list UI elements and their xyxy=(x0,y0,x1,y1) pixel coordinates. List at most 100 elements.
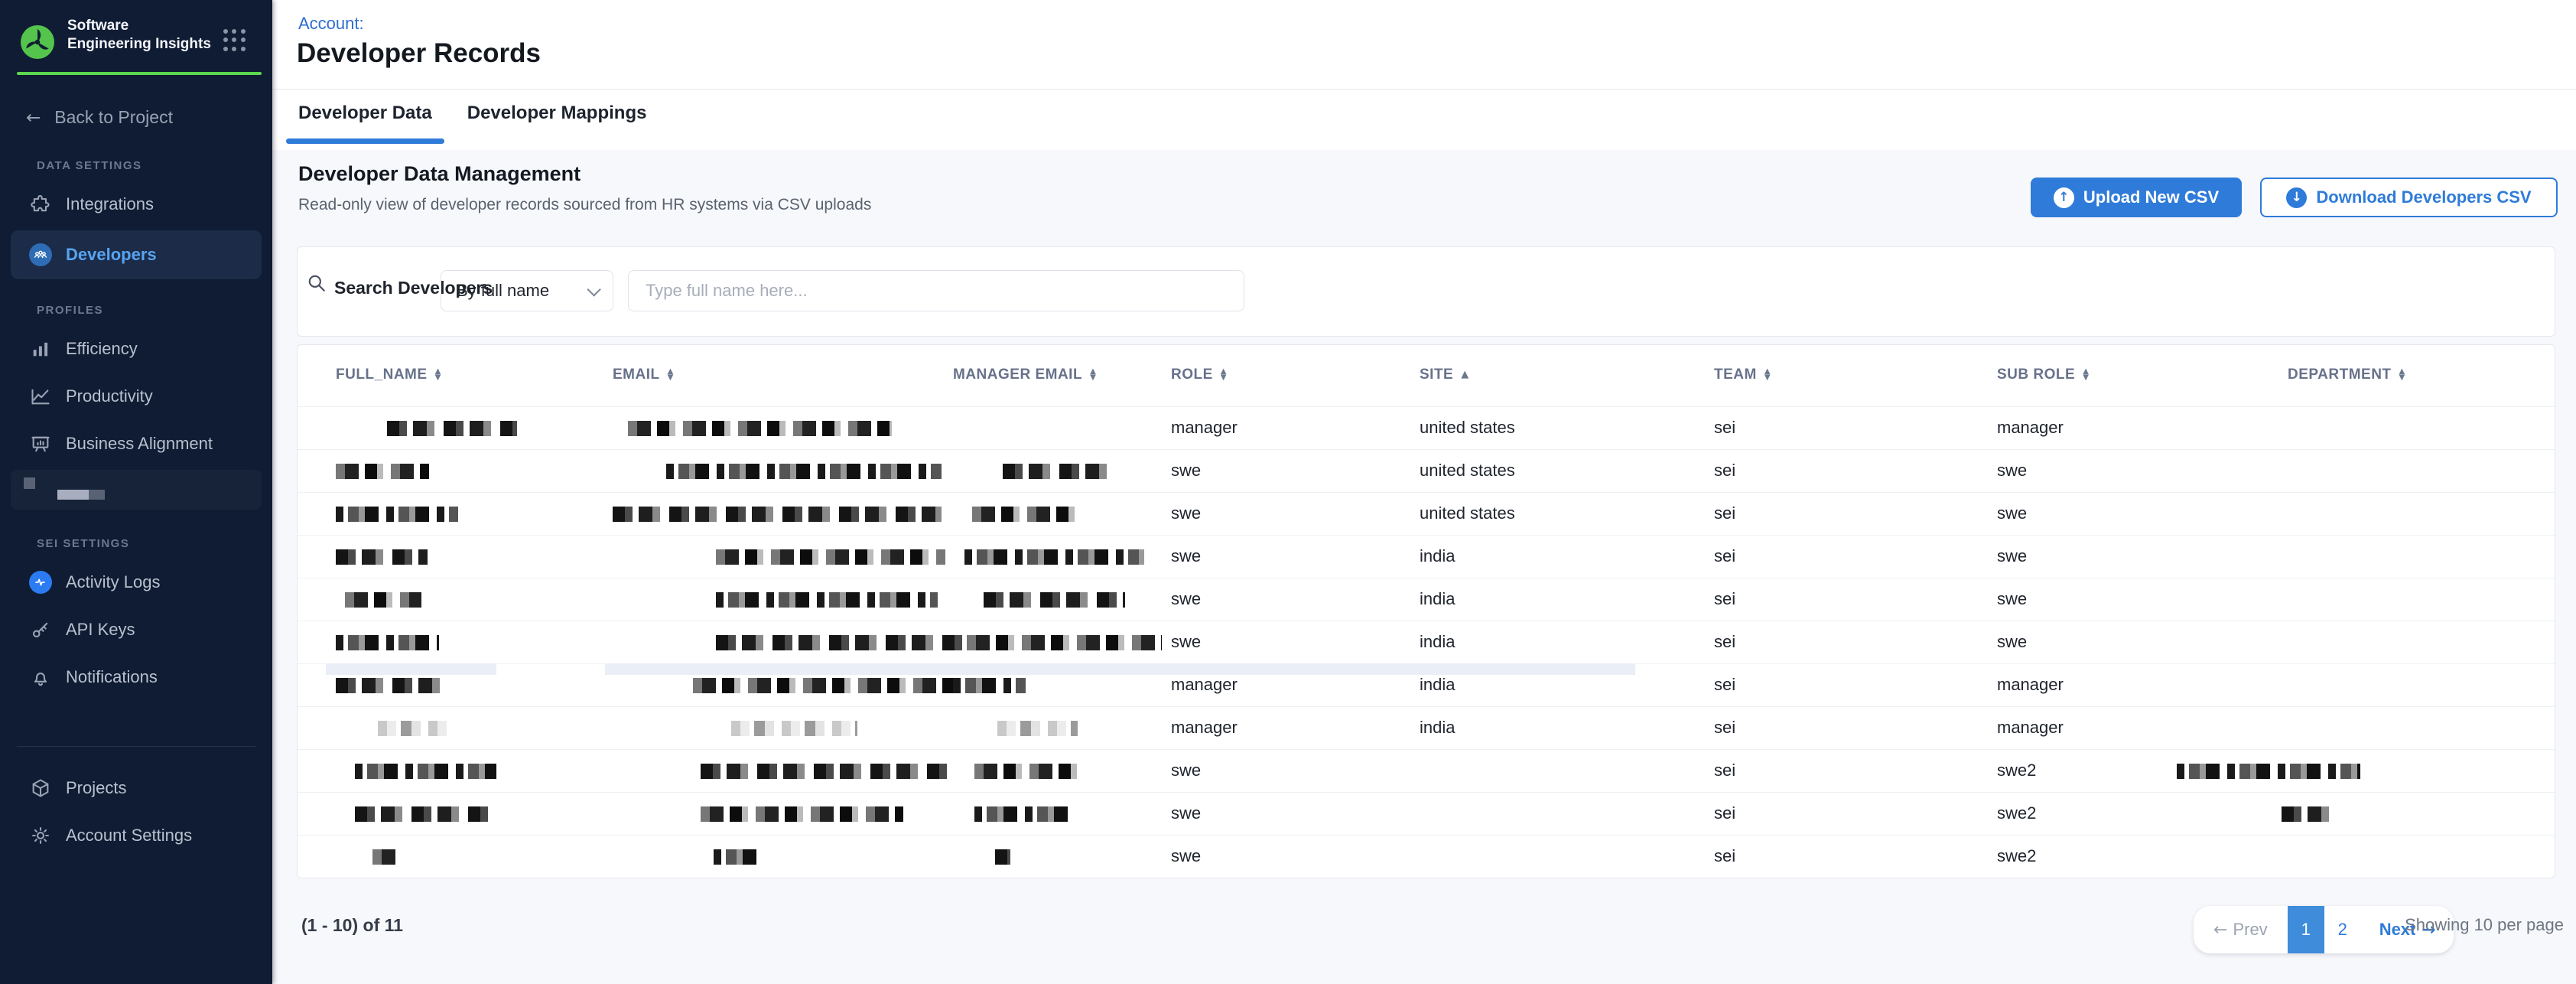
sort-icon: ▲ ▼ xyxy=(1090,367,1097,382)
redacted-label xyxy=(57,490,105,500)
cell-sub-role: swe2 xyxy=(1997,761,2037,780)
cell-team: sei xyxy=(1714,803,1736,823)
cell-role: swe xyxy=(1171,846,1202,865)
redacted-cell xyxy=(372,849,397,865)
sidebar-item-label: Developers xyxy=(66,245,157,264)
sort-asc-icon: ▲ xyxy=(1461,369,1469,381)
cell-sub-role: manager xyxy=(1997,418,2064,437)
prev-page-button[interactable]: ← Prev xyxy=(2213,920,2268,940)
cell-role: swe xyxy=(1171,761,1202,780)
key-icon xyxy=(29,618,52,641)
sidebar-item-activity-logs[interactable]: Activity Logs xyxy=(11,561,262,604)
redacted-cell xyxy=(613,507,942,522)
sidebar-item-redacted[interactable] xyxy=(11,470,262,510)
sidebar-item-integrations[interactable]: Integrations xyxy=(11,183,262,226)
brand-rule xyxy=(17,72,262,75)
sidebar-item-projects[interactable]: Projects xyxy=(11,767,262,810)
redacted-cell xyxy=(666,464,942,479)
sort-icon: ▲ ▼ xyxy=(667,367,674,382)
tab-developer-data[interactable]: Developer Data xyxy=(286,103,444,144)
table-row[interactable]: swe sei swe2 xyxy=(298,749,2555,793)
table-row[interactable]: swe united states sei swe xyxy=(298,449,2555,493)
cell-sub-role: swe2 xyxy=(1997,803,2037,823)
line-chart-icon xyxy=(29,385,52,408)
cell-role: swe xyxy=(1171,461,1202,480)
cell-role: manager xyxy=(1171,718,1238,737)
table-row[interactable]: swe india sei swe xyxy=(298,535,2555,578)
cell-role: swe xyxy=(1171,589,1202,608)
page-button-1[interactable]: 1 xyxy=(2287,906,2324,953)
cell-team: sei xyxy=(1714,461,1736,480)
table-row[interactable]: manager india sei manager xyxy=(298,663,2555,707)
redacted-cell xyxy=(628,421,892,436)
column-header-full-name[interactable]: FULL_NAME ▲ ▼ xyxy=(336,367,441,383)
table-row[interactable]: swe united states sei swe xyxy=(298,492,2555,536)
sidebar-item-account-settings[interactable]: Account Settings xyxy=(11,814,262,857)
cell-site: india xyxy=(1420,632,1456,651)
column-header-team[interactable]: TEAM ▲ ▼ xyxy=(1714,367,1771,383)
redacted-cell xyxy=(355,806,489,822)
redacted-cell xyxy=(964,549,1144,565)
table-row[interactable]: manager united states sei manager xyxy=(298,406,2555,450)
page-button-2[interactable]: 2 xyxy=(2337,920,2347,939)
column-label: ROLE xyxy=(1171,367,1213,383)
search-input[interactable] xyxy=(628,270,1244,311)
cell-team: sei xyxy=(1714,418,1736,437)
gear-icon xyxy=(29,824,52,847)
section-subtitle: Read-only view of developer records sour… xyxy=(298,196,872,213)
page-title: Developer Records xyxy=(297,38,542,68)
redacted-cell xyxy=(336,549,428,565)
cell-team: sei xyxy=(1714,632,1736,651)
redacted-cell xyxy=(716,635,972,650)
column-header-email[interactable]: EMAIL ▲ ▼ xyxy=(613,367,674,383)
table-row[interactable]: swe sei swe2 xyxy=(298,835,2555,878)
table-row[interactable]: swe sei swe2 xyxy=(298,792,2555,836)
search-filter-value: By full name xyxy=(457,281,550,300)
sidebar-item-productivity[interactable]: Productivity xyxy=(11,375,262,418)
cell-site: india xyxy=(1420,589,1456,608)
cell-site: india xyxy=(1420,675,1456,694)
table-row[interactable]: swe india sei swe xyxy=(298,621,2555,664)
header-divider xyxy=(272,89,2576,90)
app-title: Software Engineering Insights xyxy=(67,18,211,52)
bar-chart-icon xyxy=(29,337,52,360)
sidebar-item-api-keys[interactable]: API Keys xyxy=(11,608,262,651)
table-row[interactable]: swe india sei swe xyxy=(298,578,2555,621)
download-csv-button[interactable]: ↓ Download Developers CSV xyxy=(2260,178,2558,217)
column-label: SUB ROLE xyxy=(1997,367,2076,383)
sidebar-item-label: Account Settings xyxy=(66,826,193,845)
sidebar-item-business-alignment[interactable]: Business Alignment xyxy=(11,422,262,465)
back-to-project-link[interactable]: ← Back to Project xyxy=(26,107,173,128)
redacted-cell xyxy=(2282,806,2331,822)
sidebar-item-label: Business Alignment xyxy=(66,434,213,453)
sidebar-item-developers[interactable]: Developers xyxy=(11,230,262,279)
cell-site: united states xyxy=(1420,418,1515,437)
sidebar-item-label: Activity Logs xyxy=(66,572,161,591)
column-header-role[interactable]: ROLE ▲ ▼ xyxy=(1171,367,1227,383)
pinwheel-logo-icon xyxy=(20,24,55,60)
grid-icon[interactable] xyxy=(223,29,246,52)
cell-team: sei xyxy=(1714,718,1736,737)
tab-developer-mappings[interactable]: Developer Mappings xyxy=(467,103,647,123)
redacted-cell xyxy=(995,849,1010,865)
chevron-down-icon xyxy=(587,282,601,297)
cell-role: manager xyxy=(1171,418,1238,437)
cell-sub-role: swe xyxy=(1997,503,2028,523)
upload-csv-button[interactable]: ↑ Upload New CSV xyxy=(2031,178,2242,217)
next-page-button[interactable]: Next → xyxy=(2379,920,2436,940)
column-header-manager-email[interactable]: MANAGER EMAIL ▲ ▼ xyxy=(953,367,1096,383)
sidebar-item-notifications[interactable]: Notifications xyxy=(11,656,262,699)
redacted-cell xyxy=(2177,764,2360,779)
sidebar-item-efficiency[interactable]: Efficiency xyxy=(11,327,262,370)
column-header-sub-role[interactable]: SUB ROLE ▲ ▼ xyxy=(1997,367,2089,383)
cell-sub-role: swe2 xyxy=(1997,846,2037,865)
column-header-site[interactable]: SITE ▲ xyxy=(1420,367,1469,383)
sidebar-divider xyxy=(17,746,255,747)
arrow-left-icon: ← xyxy=(26,108,41,128)
sort-icon: ▲ ▼ xyxy=(2399,367,2405,382)
redacted-cell xyxy=(345,592,421,608)
column-header-department[interactable]: DEPARTMENT ▲ ▼ xyxy=(2288,367,2405,383)
search-filter-dropdown[interactable]: By full name xyxy=(441,270,613,311)
table-row[interactable]: manager india sei manager xyxy=(298,706,2555,750)
